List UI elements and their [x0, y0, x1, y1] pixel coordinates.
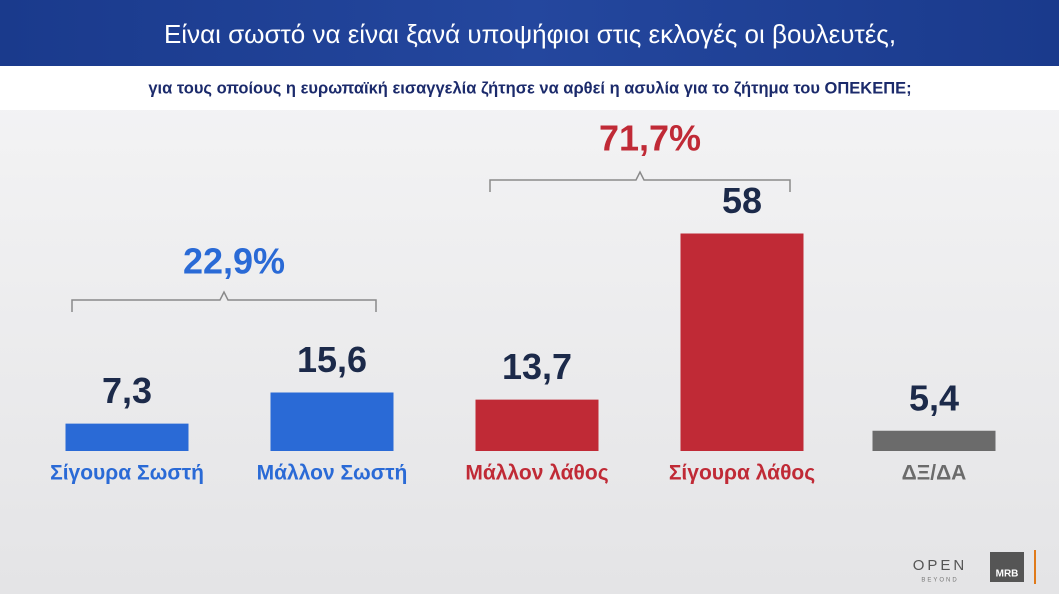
chart-title: Είναι σωστό να είναι ξανά υποψήφιοι στις…: [164, 19, 896, 49]
value-label: 13,7: [502, 346, 572, 387]
bracket: [489, 170, 791, 192]
group-total: 71,7%: [599, 118, 701, 159]
logo: OPEN: [913, 557, 968, 574]
value-label: 58: [722, 180, 762, 221]
bar: [65, 423, 189, 451]
value-label: 7,3: [102, 370, 152, 411]
value-label: 15,6: [297, 339, 367, 380]
x-tick-label: Σίγουρα λάθος: [669, 462, 815, 485]
logo: MRB: [996, 569, 1019, 580]
x-tick-label: Σίγουρα Σωστή: [50, 462, 204, 485]
bar: [872, 430, 996, 451]
logo-box: [990, 552, 1024, 582]
bar: [475, 399, 599, 451]
header-band: [0, 0, 1059, 66]
x-tick-label: Μάλλον Σωστή: [257, 462, 408, 485]
bar: [270, 392, 394, 451]
group-total: 22,9%: [183, 241, 285, 282]
chart-subtitle: για τους οποίους η ευρωπαϊκή εισαγγελία …: [148, 79, 911, 97]
bracket: [71, 290, 377, 312]
x-tick-label: Μάλλον λάθος: [465, 462, 608, 485]
x-tick-label: ΔΞ/ΔΑ: [902, 462, 967, 485]
logo: BEYOND: [921, 578, 958, 584]
value-label: 5,4: [909, 377, 959, 418]
bar: [680, 233, 804, 451]
logo-divider: [1034, 550, 1036, 584]
subtitle-band: [0, 66, 1059, 110]
